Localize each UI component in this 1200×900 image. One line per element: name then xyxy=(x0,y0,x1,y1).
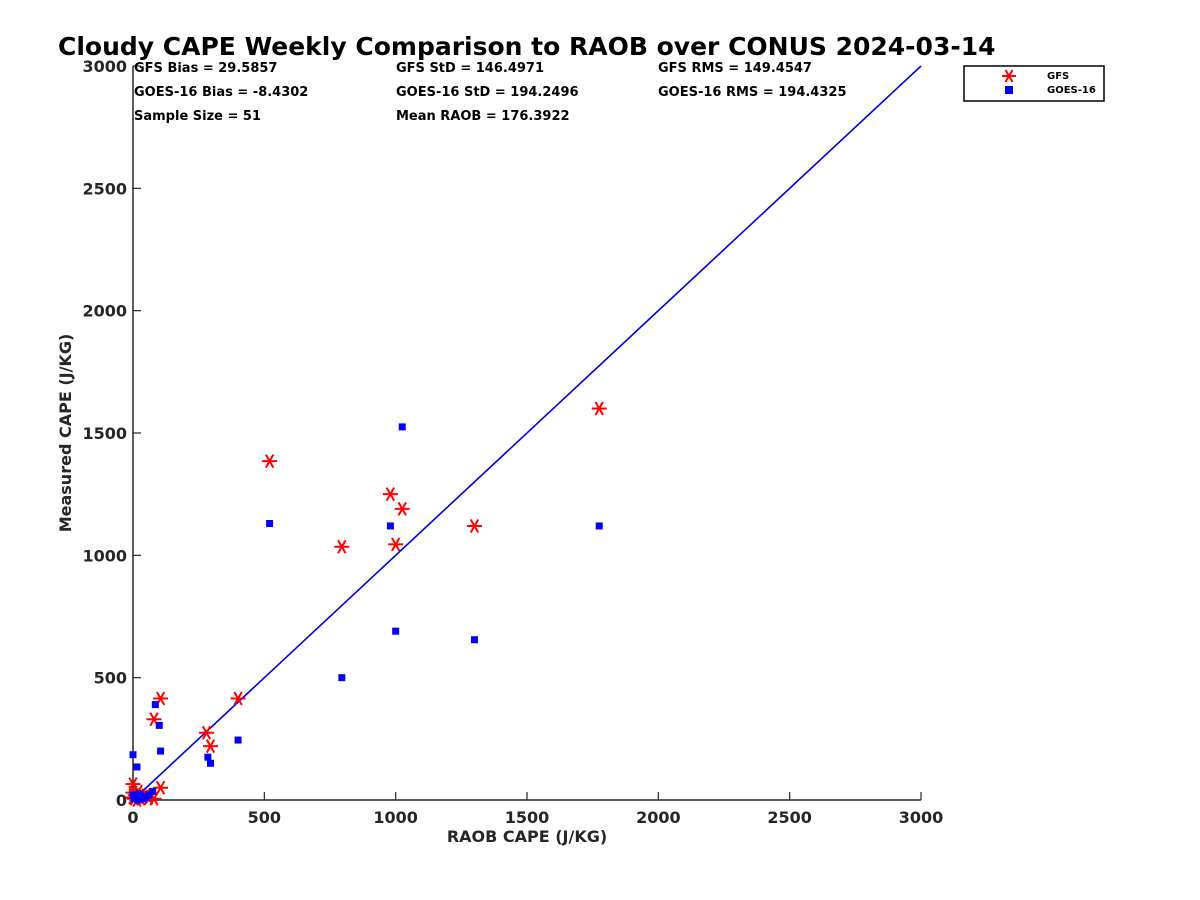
stat-gfs-bias: GFS Bias = 29.5857 xyxy=(134,61,277,76)
y-tick-label: 1000 xyxy=(82,546,127,565)
gfs-point xyxy=(153,780,169,795)
gfs-point xyxy=(388,537,404,552)
series-goes16-markers xyxy=(129,423,603,804)
goes16-point xyxy=(129,751,137,759)
stat-gfs-std: GFS StD = 146.4971 xyxy=(396,61,544,76)
one-to-one-line xyxy=(132,65,922,801)
gfs-point xyxy=(199,725,215,740)
goes16-point xyxy=(206,759,214,767)
goes16-point xyxy=(149,787,157,795)
series-gfs-markers xyxy=(125,401,607,807)
gfs-point xyxy=(334,539,350,554)
x-axis-ticks: 0 500 1000 1500 2000 2500 3000 xyxy=(127,792,943,827)
legend-goes16-label: GOES-16 xyxy=(1047,85,1096,96)
stat-gfs-rms: GFS RMS = 149.4547 xyxy=(658,61,812,76)
gfs-point xyxy=(466,518,482,533)
legend-goes16-square xyxy=(1005,86,1013,94)
legend-gfs-marker xyxy=(1002,69,1016,83)
goes16-point xyxy=(133,763,141,771)
goes16-point xyxy=(157,747,165,755)
goes16-point xyxy=(134,796,142,804)
goes16-point xyxy=(204,753,212,761)
stat-sample-size: Sample Size = 51 xyxy=(134,109,261,124)
stat-mean-raob: Mean RAOB = 176.3922 xyxy=(396,109,570,124)
gfs-point xyxy=(262,454,278,469)
goes16-point xyxy=(392,627,400,635)
gfs-point xyxy=(202,739,218,754)
gfs-point xyxy=(591,401,607,416)
legend: GFS GOES-16 xyxy=(963,65,1105,102)
gfs-point xyxy=(230,691,246,706)
goes16-point xyxy=(234,736,242,744)
legend-gfs-asterisk xyxy=(1002,69,1016,83)
y-tick-label: 2500 xyxy=(82,179,127,198)
legend-goes16-marker xyxy=(1005,86,1013,94)
plot-area: 0 500 1000 1500 2000 2500 3000 0 500 1000 1500 200… xyxy=(82,57,943,827)
x-tick-label: 2000 xyxy=(636,808,681,827)
goes16-point xyxy=(266,520,274,528)
x-tick-label: 3000 xyxy=(899,808,944,827)
goes16-point xyxy=(338,674,346,682)
x-tick-label: 1500 xyxy=(505,808,550,827)
goes16-point xyxy=(470,636,478,644)
y-tick-label: 3000 xyxy=(82,57,127,76)
x-tick-label: 500 xyxy=(248,808,281,827)
stat-goes16-rms: GOES-16 RMS = 194.4325 xyxy=(658,85,847,100)
stat-goes16-std: GOES-16 StD = 194.2496 xyxy=(396,85,579,100)
x-tick-label: 0 xyxy=(127,808,138,827)
goes16-point xyxy=(595,522,603,530)
goes16-point xyxy=(155,721,163,729)
goes16-point xyxy=(145,791,153,799)
legend-box xyxy=(963,65,1105,102)
x-tick-label: 2500 xyxy=(767,808,812,827)
legend-gfs-label: GFS xyxy=(1047,71,1069,82)
y-axis-ticks: 0 500 1000 1500 2000 2500 3000 xyxy=(82,57,141,810)
y-axis-label: Measured CAPE (J/KG) xyxy=(56,334,75,533)
goes16-point xyxy=(386,522,394,530)
y-tick-label: 0 xyxy=(116,791,127,810)
gfs-point xyxy=(382,487,398,502)
goes16-point xyxy=(398,423,406,431)
chart-title: Cloudy CAPE Weekly Comparison to RAOB ov… xyxy=(58,32,996,61)
stat-goes16-bias: GOES-16 Bias = -8.4302 xyxy=(134,85,308,100)
x-axis-label: RAOB CAPE (J/KG) xyxy=(447,827,607,846)
y-tick-label: 500 xyxy=(94,669,127,688)
y-tick-label: 1500 xyxy=(82,424,127,443)
gfs-point xyxy=(394,501,410,516)
x-tick-label: 1000 xyxy=(373,808,418,827)
y-tick-label: 2000 xyxy=(82,302,127,321)
statistics-annotations: GFS Bias = 29.5857 GFS StD = 146.4971 GF… xyxy=(134,61,847,124)
goes16-point xyxy=(151,701,159,709)
